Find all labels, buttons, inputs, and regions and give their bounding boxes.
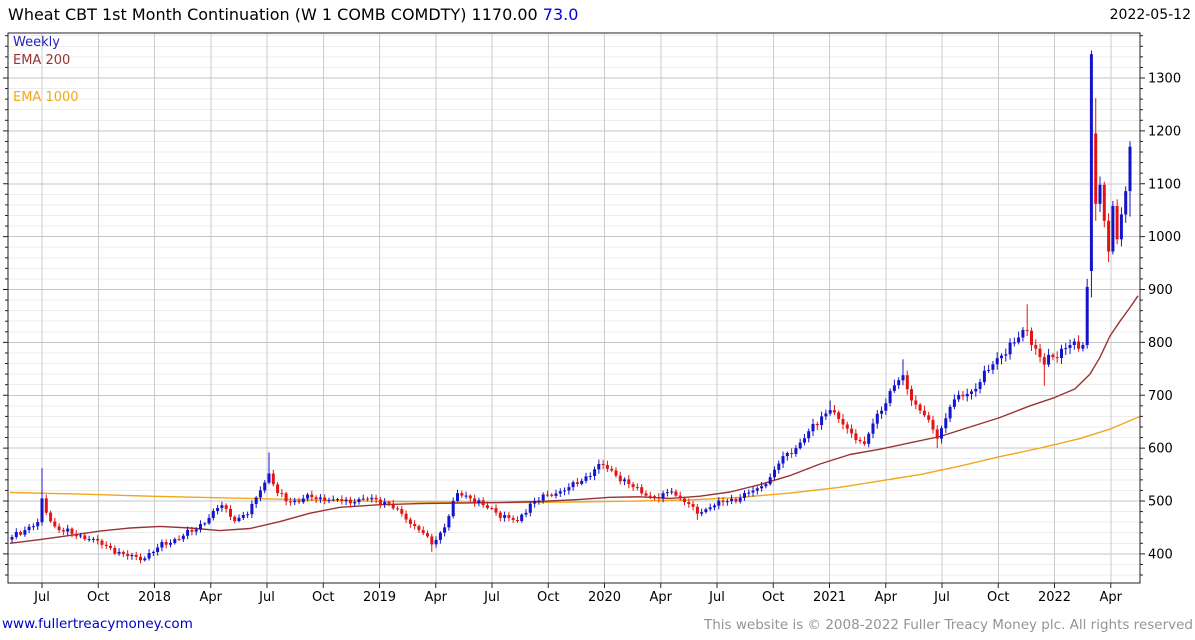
x-axis-label: Oct xyxy=(312,590,334,605)
legend-ema1000-label: EMA 1000 xyxy=(13,90,79,105)
x-axis-label: 2018 xyxy=(138,590,171,605)
chart-title-text: Wheat CBT 1st Month Continuation (W 1 CO… xyxy=(8,5,538,24)
x-axis-label: Apr xyxy=(875,590,898,605)
y-axis-label: 700 xyxy=(1148,389,1173,404)
grid-lines xyxy=(8,33,1140,583)
y-axis-label: 800 xyxy=(1148,336,1173,351)
legend-ema200-label: EMA 200 xyxy=(13,53,71,68)
y-axis-label: 1200 xyxy=(1148,124,1181,139)
x-axis-label: Apr xyxy=(650,590,673,605)
y-axis-label: 1100 xyxy=(1148,177,1181,192)
weekly-candles xyxy=(10,50,1132,564)
y-axis-label: 600 xyxy=(1148,442,1173,457)
x-axis-label: Oct xyxy=(537,590,559,605)
x-axis-label: Jul xyxy=(258,590,275,605)
x-axis: Jul Oct 2018 Apr Jul Oct 2019 Apr Jul Oct 2020 Apr J… xyxy=(33,583,1123,605)
chart-date: 2022-05-12 xyxy=(1109,7,1191,23)
ema-200-line xyxy=(9,295,1139,544)
x-axis-label: Jul xyxy=(483,590,500,605)
y-axis-label: 1000 xyxy=(1148,230,1181,245)
chart-change-value: 73.0 xyxy=(542,5,579,24)
chart-title: Wheat CBT 1st Month Continuation (W 1 CO… xyxy=(8,5,578,24)
x-axis-label: Oct xyxy=(762,590,784,605)
y-axis-label: 500 xyxy=(1148,495,1173,510)
y-axis-label: 900 xyxy=(1148,283,1173,298)
chart-legend: Weekly EMA 200 EMA 1000 xyxy=(13,36,79,109)
x-axis-label: Apr xyxy=(1100,590,1123,605)
x-axis-label: Jul xyxy=(708,590,725,605)
x-axis-label: 2020 xyxy=(588,590,621,605)
x-axis-label: 2021 xyxy=(813,590,846,605)
site-link[interactable]: www.fullertreacymoney.com xyxy=(2,616,193,632)
plot-frame xyxy=(7,32,1141,584)
x-axis-label: Apr xyxy=(200,590,223,605)
x-axis-label: Oct xyxy=(987,590,1009,605)
x-axis-label: Oct xyxy=(87,590,109,605)
x-axis-label: 2019 xyxy=(363,590,396,605)
x-axis-label: Jul xyxy=(933,590,950,605)
copyright-text: This website is © 2008-2022 Fuller Treac… xyxy=(704,617,1193,633)
x-axis-label: 2022 xyxy=(1038,590,1071,605)
y-axis-label: 400 xyxy=(1148,547,1173,562)
x-axis-label: Apr xyxy=(425,590,448,605)
x-axis-label: Jul xyxy=(33,590,50,605)
y-axis-label: 1300 xyxy=(1148,72,1181,87)
y-axis: 400 500 600 700 800 900 1000 1100 1200 1300 xyxy=(3,35,1181,576)
legend-timeframe-label: Weekly xyxy=(13,35,60,50)
ema-1000-line xyxy=(9,415,1141,504)
